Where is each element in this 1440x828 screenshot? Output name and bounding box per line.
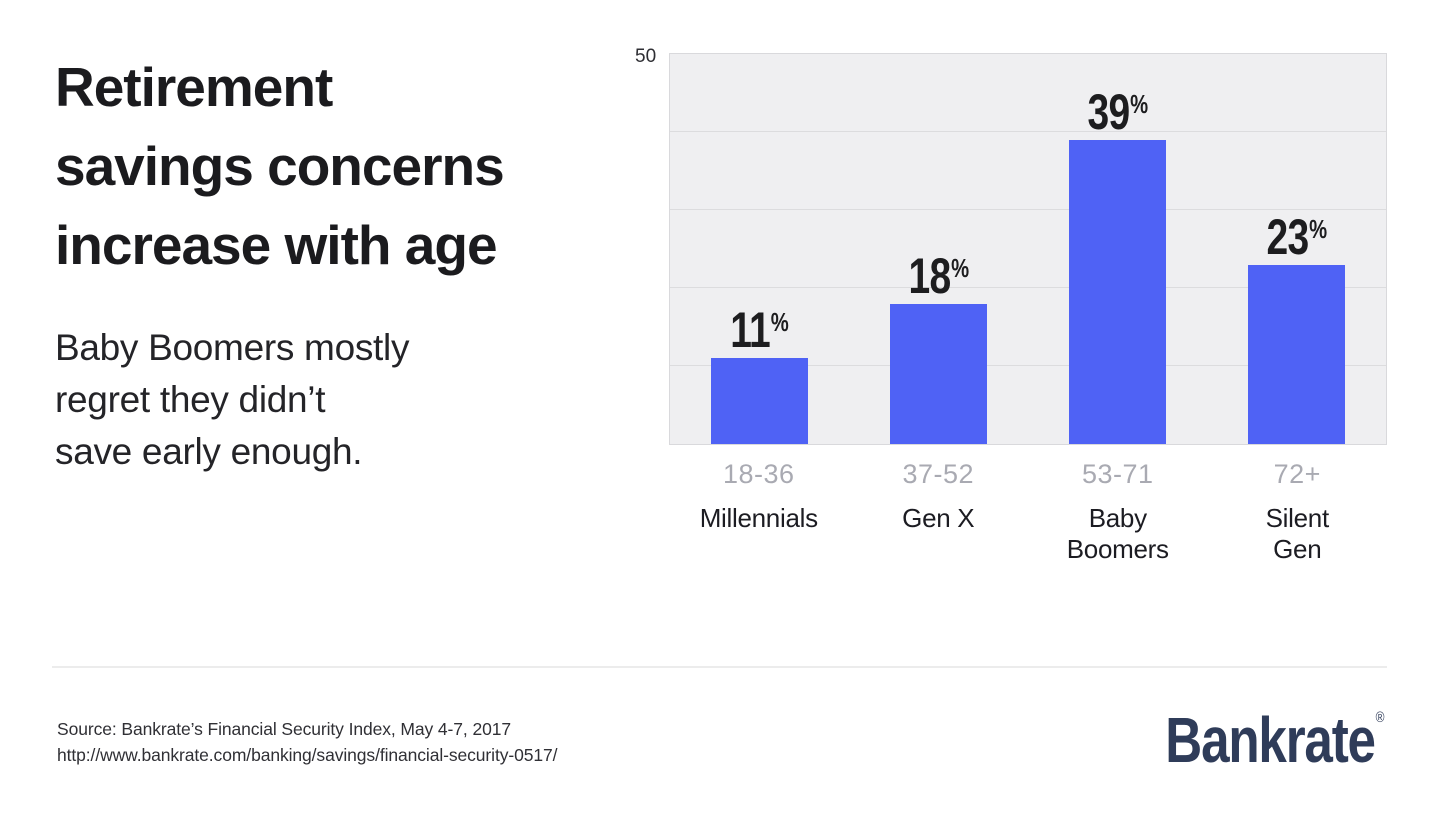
page-title: Retirement savings concerns increase wit… bbox=[55, 48, 505, 285]
source-attribution: Source: Bankrate’s Financial Security In… bbox=[57, 716, 557, 768]
title-line-2: savings concerns bbox=[55, 135, 505, 197]
y-axis-tick-50: 50 bbox=[635, 46, 657, 67]
age-range-label: 37-52 bbox=[902, 459, 975, 489]
bar-silent-gen bbox=[1248, 264, 1345, 444]
generation-label: Millennials bbox=[699, 503, 818, 533]
gridline-10 bbox=[670, 365, 1386, 366]
source-line: Source: Bankrate’s Financial Security In… bbox=[57, 719, 511, 739]
page-subtitle: Baby Boomers mostly regret they didn’t s… bbox=[55, 322, 409, 478]
bars-row: 11% 18% 39% 23% bbox=[670, 54, 1386, 444]
plot-area: 11% 18% 39% 23% bbox=[669, 53, 1387, 445]
footer-divider bbox=[52, 666, 1387, 668]
x-label-baby-boomers: 53-71 Baby Boomers bbox=[1028, 459, 1208, 565]
bar-group-gen-x: 18% bbox=[849, 54, 1028, 444]
title-line-3: increase with age bbox=[55, 214, 498, 276]
x-axis-labels: 18-36 Millennials 37-52 Gen X 53-71 Baby Boom… bbox=[669, 459, 1387, 565]
gridline-20 bbox=[670, 287, 1386, 288]
source-url: http://www.bankrate.com/banking/savings/… bbox=[57, 745, 558, 765]
subtitle-line-1: Baby Boomers mostly bbox=[55, 327, 410, 368]
x-label-silent-gen: 72+ Silent Gen bbox=[1208, 459, 1388, 565]
bar-gen-x bbox=[890, 303, 987, 444]
x-label-millennials: 18-36 Millennials bbox=[669, 459, 849, 565]
gridline-30 bbox=[670, 209, 1386, 210]
value-label-gen-x: 18% bbox=[908, 247, 969, 304]
age-range-label: 53-71 bbox=[1081, 459, 1154, 489]
subtitle-line-2: regret they didn’t bbox=[55, 379, 326, 420]
bankrate-logo: Bankrate® bbox=[1164, 703, 1384, 777]
x-label-gen-x: 37-52 Gen X bbox=[849, 459, 1029, 565]
bar-baby-boomers bbox=[1069, 139, 1166, 444]
age-range-label: 72+ bbox=[1273, 459, 1321, 489]
bar-group-baby-boomers: 39% bbox=[1028, 54, 1207, 444]
value-label-millennials: 11% bbox=[730, 302, 789, 359]
generation-label: Gen X bbox=[902, 503, 975, 533]
subtitle-line-3: save early enough. bbox=[55, 431, 363, 472]
brand-name: Bankrate bbox=[1164, 704, 1376, 776]
value-label-silent-gen: 23% bbox=[1266, 208, 1327, 265]
generation-label: Baby Boomers bbox=[1066, 503, 1169, 564]
title-line-1: Retirement bbox=[55, 56, 333, 118]
registered-trademark-icon: ® bbox=[1375, 709, 1384, 726]
value-label-baby-boomers: 39% bbox=[1087, 83, 1148, 140]
gridline-40 bbox=[670, 131, 1386, 132]
bar-group-silent-gen: 23% bbox=[1207, 54, 1386, 444]
bar-group-millennials: 11% bbox=[670, 54, 849, 444]
generation-label: Silent Gen bbox=[1265, 503, 1330, 564]
bar-millennials bbox=[711, 358, 808, 444]
age-range-label: 18-36 bbox=[722, 459, 795, 489]
